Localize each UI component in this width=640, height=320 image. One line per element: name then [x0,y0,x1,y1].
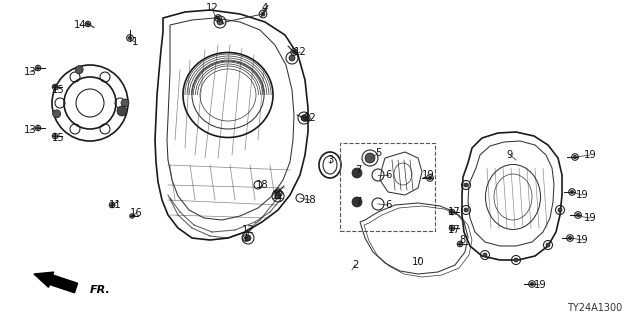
Circle shape [52,110,61,118]
Circle shape [128,36,132,40]
Text: 5: 5 [375,148,381,158]
Text: 7: 7 [355,197,361,207]
Circle shape [301,115,307,121]
Circle shape [36,67,40,69]
Text: 18: 18 [304,195,316,205]
Circle shape [276,190,280,194]
Text: 10: 10 [412,257,424,267]
Text: 11: 11 [109,200,122,210]
Circle shape [36,127,40,129]
Text: 2: 2 [352,260,358,270]
Text: 16: 16 [130,208,142,218]
Text: 7: 7 [355,165,361,175]
Text: 9: 9 [507,150,513,160]
Circle shape [428,176,432,180]
Circle shape [546,243,550,247]
Circle shape [261,12,265,16]
Circle shape [289,55,295,61]
Circle shape [464,208,468,212]
Circle shape [245,235,251,241]
Circle shape [451,211,453,213]
Text: TY24A1300: TY24A1300 [568,303,623,313]
Text: 6: 6 [385,170,391,180]
Circle shape [216,16,220,20]
Text: 19: 19 [575,235,588,245]
Text: 19: 19 [575,190,588,200]
Circle shape [292,50,296,54]
Circle shape [568,236,572,240]
Text: 1: 1 [132,37,138,47]
Circle shape [54,135,56,137]
Circle shape [275,193,281,199]
Text: 13: 13 [24,67,36,77]
Text: 19: 19 [534,280,547,290]
Bar [340,143,435,231]
Circle shape [217,19,223,25]
Circle shape [451,227,453,229]
Circle shape [121,99,129,107]
Circle shape [459,243,461,245]
Text: 3: 3 [327,155,333,165]
Circle shape [573,155,577,159]
Circle shape [303,116,307,120]
Circle shape [464,183,468,187]
Circle shape [483,253,487,257]
Text: 15: 15 [52,133,65,143]
Text: 14: 14 [74,20,86,30]
Circle shape [244,236,248,240]
Text: 18: 18 [256,180,268,190]
Text: 19: 19 [584,213,596,223]
FancyArrow shape [34,272,77,293]
Text: FR.: FR. [90,285,111,295]
Circle shape [111,204,113,206]
Text: 17: 17 [447,207,460,217]
Circle shape [570,190,573,194]
Text: 4: 4 [262,3,268,13]
Circle shape [131,215,133,217]
Text: 19: 19 [584,150,596,160]
Circle shape [514,258,518,262]
Circle shape [54,85,56,88]
Circle shape [577,213,580,217]
Circle shape [352,168,362,178]
Text: 12: 12 [271,191,284,201]
Circle shape [75,66,83,74]
Text: 12: 12 [303,113,316,123]
Text: 13: 13 [24,125,36,135]
Text: 12: 12 [242,225,254,235]
Text: 6: 6 [385,200,391,210]
Text: 19: 19 [422,170,435,180]
Circle shape [352,197,362,207]
Circle shape [531,282,534,286]
Circle shape [117,106,127,116]
Text: 15: 15 [52,85,65,95]
Circle shape [558,208,562,212]
Text: 17: 17 [447,225,460,235]
Circle shape [86,23,90,25]
Circle shape [365,153,375,163]
Text: 12: 12 [294,47,307,57]
Text: 8: 8 [459,235,465,245]
Text: 12: 12 [205,3,218,13]
